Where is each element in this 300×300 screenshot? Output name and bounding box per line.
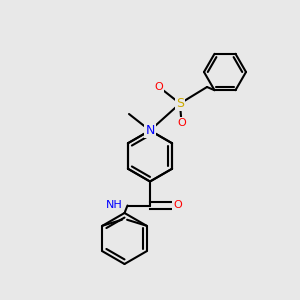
Text: NH: NH — [106, 200, 123, 211]
Text: O: O — [173, 200, 182, 211]
Text: O: O — [154, 82, 164, 92]
Text: N: N — [145, 124, 155, 137]
Text: O: O — [177, 118, 186, 128]
Text: S: S — [176, 97, 184, 110]
